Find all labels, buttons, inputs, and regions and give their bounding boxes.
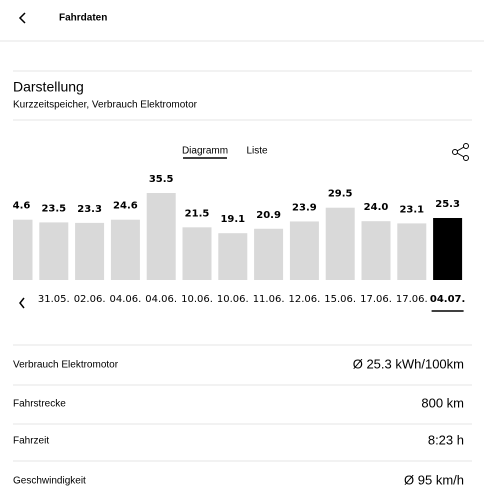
value-label: 29.5 (328, 189, 353, 200)
stat-value: Ø 25.3 kWh/100km (353, 356, 464, 371)
page-title: Fahrdaten (59, 13, 107, 24)
bar (13, 219, 33, 280)
bar (397, 223, 427, 280)
bar (182, 227, 212, 280)
bar (289, 221, 319, 280)
stat-label: Fahrzeit (13, 436, 49, 447)
back-button[interactable] (18, 12, 26, 24)
value-label: 19.1 (220, 214, 245, 225)
stat-value: Ø 95 km/h (404, 472, 464, 487)
value-label: 35.5 (149, 174, 174, 185)
stats: Verbrauch Elektromotor Ø 25.3 kWh/100km Fa… (13, 344, 472, 487)
value-label: 23.5 (41, 203, 66, 214)
bar (218, 233, 248, 280)
date-label: 04.07. (430, 294, 465, 305)
value-label: 23.1 (399, 204, 424, 215)
bar (325, 207, 355, 280)
date-label: 31.05. (38, 294, 70, 305)
date-label: 10.06. (181, 294, 213, 305)
date-label: 12.06. (288, 294, 320, 305)
value-label: 25.3 (435, 199, 460, 210)
date-label: 04.06. (109, 294, 141, 305)
bar (361, 221, 391, 280)
date-label: 17.06. (396, 294, 428, 305)
date-label: 10.06. (217, 294, 249, 305)
stat-value: 800 km (421, 395, 464, 410)
date-label: 11.06. (253, 294, 285, 305)
value-label: 23.3 (77, 204, 102, 215)
value-label: 20.9 (256, 210, 281, 221)
share-button[interactable] (452, 143, 469, 161)
stat-label: Verbrauch Elektromotor (13, 360, 119, 371)
date-label: 15.06. (324, 294, 356, 305)
tab[interactable]: Liste (246, 146, 268, 157)
bar (254, 228, 284, 280)
chart: 24.6 23.5 31.05. 23.3 02.06. 24.6 04.06. 35.5 04… (6, 174, 465, 312)
value-label: 23.9 (292, 202, 317, 213)
bar (39, 222, 69, 280)
section-subtitle: Kurzzeitspeicher, Verbrauch Elektromotor (13, 100, 198, 111)
date-label: 17.06. (360, 294, 392, 305)
stat-value: 8:23 h (428, 432, 464, 447)
date-label: 02.06. (74, 294, 106, 305)
bar (75, 222, 105, 280)
scroll-left[interactable] (19, 297, 25, 309)
bar (110, 219, 140, 280)
tab[interactable]: Diagramm (182, 146, 228, 157)
value-label: 24.0 (364, 202, 389, 213)
bar (433, 217, 463, 280)
bar (146, 193, 176, 280)
value-label: 21.5 (185, 208, 210, 219)
stat-label: Geschwindigkeit (13, 476, 86, 487)
date-label: 04.06. (145, 294, 177, 305)
stat-label: Fahrstrecke (13, 399, 66, 410)
section-title: Darstellung (13, 79, 84, 95)
value-label: 24.6 (6, 201, 31, 212)
value-label: 24.6 (113, 201, 138, 212)
